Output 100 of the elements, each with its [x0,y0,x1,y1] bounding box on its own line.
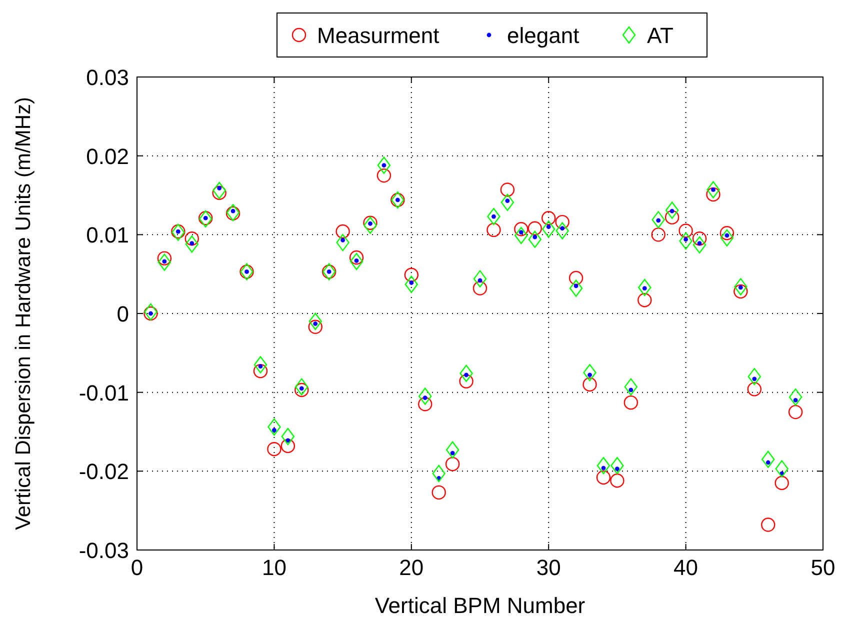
point [377,156,391,174]
point [459,374,474,388]
point [144,306,158,321]
point [542,220,556,238]
point [157,251,172,266]
point [418,397,432,412]
point [144,303,158,321]
y-axis-title: Vertical Dispersion in Hardware Units (m/MHz) [12,97,35,530]
point [542,211,556,226]
point [582,377,597,392]
point [404,268,418,282]
point [556,222,569,240]
point [706,187,720,202]
point [445,456,460,472]
legend-label: Measurment [317,23,440,48]
point [472,281,488,296]
point [350,252,364,270]
point [364,216,377,234]
y-tick-label: -0.02 [78,459,129,484]
point [308,312,322,330]
point [158,254,172,271]
point [720,229,734,246]
point [638,293,652,308]
point [596,470,611,485]
point [788,404,803,420]
point [651,228,666,242]
point [272,428,276,432]
point [281,428,295,446]
point [652,211,665,228]
point [267,442,282,456]
point [692,232,707,246]
point [212,186,226,200]
point [628,388,634,392]
point [706,181,720,198]
point [748,368,761,386]
point [793,398,798,402]
point [596,457,610,474]
x-tick-label: 30 [536,555,561,580]
point [487,208,500,226]
x-tick-label: 10 [262,555,286,580]
point [376,168,392,183]
point [679,232,692,250]
point [404,276,418,293]
x-tick-label: 40 [674,555,698,580]
legend-label: elegant [507,23,580,48]
point [226,206,240,220]
point [336,224,350,239]
point [678,224,693,238]
point [226,204,240,222]
point [294,382,309,398]
point [184,232,199,246]
point [514,222,528,236]
point [500,194,514,211]
point [432,485,446,500]
point [450,450,455,456]
point [568,270,584,286]
point [638,278,652,296]
y-tick-label: 0 [116,302,129,326]
point [268,418,281,436]
y-tick-label: 0.02 [86,144,129,169]
point [528,230,542,248]
y-tick-label: -0.01 [78,380,129,406]
point [583,364,596,382]
point [747,382,762,396]
point [762,450,775,468]
point [473,270,487,288]
legend-label: AT [647,23,674,48]
point [528,221,542,236]
point [418,388,432,405]
point [774,476,789,490]
point [286,438,290,443]
point [615,466,620,471]
point [253,364,268,378]
point [766,460,770,465]
point [711,188,716,192]
point [692,236,706,254]
point [363,216,378,230]
point [788,388,802,406]
point [569,280,583,297]
point [775,460,788,478]
point [432,464,446,482]
point [460,364,473,382]
point [446,441,460,458]
y-tick-label: -0.03 [78,538,129,563]
point [486,222,501,238]
point [280,438,296,454]
x-tick-label: 50 [810,555,836,580]
point [185,236,198,253]
point [610,457,624,474]
point [349,250,364,265]
point [624,395,638,410]
point [336,234,350,252]
point [734,284,748,299]
point [308,320,322,334]
x-axis-title: Vertical BPM Number [374,593,586,618]
point [761,518,776,532]
point [555,214,570,230]
point [514,226,528,244]
y-tick-label: 0.03 [86,65,129,90]
point [212,182,226,200]
